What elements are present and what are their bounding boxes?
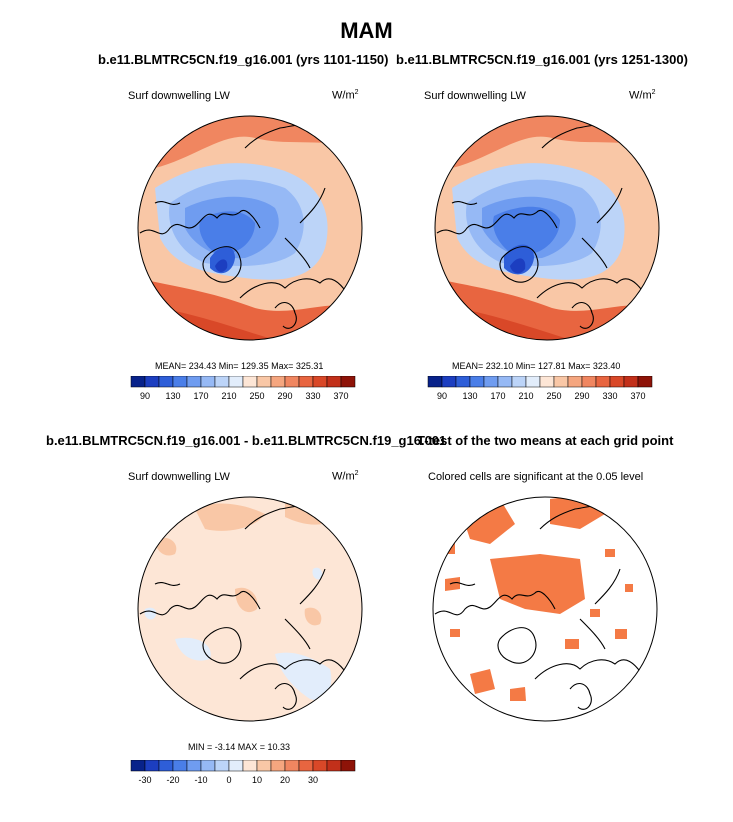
- colorbar-tick-label: 210: [221, 391, 236, 401]
- colorbar-swatch: [200, 760, 216, 772]
- colorbar-tick-label: 170: [490, 391, 505, 401]
- panel3-variable: Surf downwelling LW: [128, 471, 230, 483]
- colorbar-tick-label: 250: [546, 391, 561, 401]
- colorbar-swatch: [256, 760, 272, 772]
- colorbar-tick-label: 210: [518, 391, 533, 401]
- colorbar-swatch: [284, 760, 300, 772]
- colorbar-tick-label: 330: [305, 391, 320, 401]
- figure-title: MAM: [340, 18, 393, 43]
- colorbar-swatch: [298, 376, 314, 388]
- colorbar-tick-label: 90: [140, 391, 150, 401]
- panel1-units: W/m2: [332, 89, 359, 102]
- panel1-variable: Surf downwelling LW: [128, 90, 230, 102]
- panel1-map: [137, 115, 363, 341]
- colorbar-tick-label: 90: [437, 391, 447, 401]
- colorbar-swatch: [312, 376, 328, 388]
- colorbar-swatch: [312, 760, 328, 772]
- colorbar-swatch: [455, 376, 471, 388]
- colorbar-swatch: [186, 760, 202, 772]
- colorbar-tick-label: 30: [308, 775, 318, 785]
- panel4-subtitle: Colored cells are significant at the 0.0…: [428, 471, 644, 483]
- colorbar-swatch: [144, 376, 160, 388]
- panel4-title: T-test of the two means at each grid poi…: [417, 433, 674, 448]
- panel1-title: b.e11.BLMTRC5CN.f19_g16.001 (yrs 1101-11…: [98, 52, 389, 67]
- colorbar-swatch: [270, 376, 286, 388]
- colorbar-swatch: [270, 760, 286, 772]
- colorbar-swatch: [186, 376, 202, 388]
- colorbar-tick-label: 290: [277, 391, 292, 401]
- colorbar-tick-label: 250: [249, 391, 264, 401]
- colorbar-swatch: [158, 376, 174, 388]
- panel2-map: [434, 115, 660, 341]
- colorbar-swatch: [130, 760, 146, 772]
- colorbar-swatch: [284, 376, 300, 388]
- colorbar-swatch: [228, 376, 244, 388]
- colorbar-tick-label: 170: [193, 391, 208, 401]
- colorbar-swatch: [158, 760, 174, 772]
- colorbar-swatch: [256, 376, 272, 388]
- colorbar-swatch: [340, 760, 356, 772]
- panel3-stats: MIN = -3.14 MAX = 10.33: [188, 742, 291, 752]
- colorbar-swatch: [483, 376, 499, 388]
- panel3-units: W/m2: [332, 470, 359, 483]
- colorbar-tick-label: -20: [166, 775, 179, 785]
- colorbar-swatch: [298, 760, 314, 772]
- colorbar-swatch: [469, 376, 485, 388]
- panel3-title: b.e11.BLMTRC5CN.f19_g16.001 - b.e11.BLMT…: [46, 433, 447, 448]
- panel2-stats: MEAN= 232.10 Min= 127.81 Max= 323.40: [452, 361, 621, 371]
- colorbar-swatch: [427, 376, 443, 388]
- panel2-units: W/m2: [629, 89, 656, 102]
- colorbar-swatch: [609, 376, 625, 388]
- colorbar-swatch: [441, 376, 457, 388]
- colorbar-swatch: [553, 376, 569, 388]
- colorbar-panel3: -30 -20 -10 0 10 20 30: [130, 760, 356, 785]
- colorbar-tick-label: -30: [138, 775, 151, 785]
- colorbar-tick-label: 20: [280, 775, 290, 785]
- colorbar-swatch: [637, 376, 653, 388]
- colorbar-swatch: [525, 376, 541, 388]
- colorbar-swatch: [130, 376, 146, 388]
- colorbar-swatch: [214, 376, 230, 388]
- panel2-variable: Surf downwelling LW: [424, 90, 526, 102]
- colorbar-panel1: 90 130 170 210 250 290 330 370: [130, 376, 356, 401]
- panel1-stats: MEAN= 234.43 Min= 129.35 Max= 325.31: [155, 361, 324, 371]
- colorbar-swatch: [144, 760, 160, 772]
- colorbar-tick-label: 0: [226, 775, 231, 785]
- colorbar-swatch: [497, 376, 513, 388]
- colorbar-swatch: [340, 376, 356, 388]
- colorbar-tick-label: 290: [574, 391, 589, 401]
- colorbar-swatch: [539, 376, 555, 388]
- colorbar-tick-label: -10: [194, 775, 207, 785]
- colorbar-tick-label: 130: [462, 391, 477, 401]
- colorbar-swatch: [200, 376, 216, 388]
- colorbar-swatch: [172, 760, 188, 772]
- colorbar-tick-label: 10: [252, 775, 262, 785]
- colorbar-swatch: [242, 760, 258, 772]
- panel4-map: [432, 496, 658, 722]
- colorbar-swatch: [581, 376, 597, 388]
- colorbar-swatch: [595, 376, 611, 388]
- panel3-map: [137, 496, 363, 722]
- colorbar-swatch: [326, 376, 342, 388]
- colorbar-tick-label: 370: [630, 391, 645, 401]
- colorbar-swatch: [214, 760, 230, 772]
- colorbar-swatch: [567, 376, 583, 388]
- colorbar-swatch: [511, 376, 527, 388]
- colorbar-swatch: [623, 376, 639, 388]
- colorbar-swatch: [172, 376, 188, 388]
- colorbar-tick-label: 330: [602, 391, 617, 401]
- panel2-title: b.e11.BLMTRC5CN.f19_g16.001 (yrs 1251-13…: [396, 52, 688, 67]
- colorbar-swatch: [242, 376, 258, 388]
- colorbar-tick-label: 130: [165, 391, 180, 401]
- colorbar-swatch: [228, 760, 244, 772]
- colorbar-panel2: 90 130 170 210 250 290 330 370: [427, 376, 653, 401]
- colorbar-swatch: [326, 760, 342, 772]
- colorbar-tick-label: 370: [333, 391, 348, 401]
